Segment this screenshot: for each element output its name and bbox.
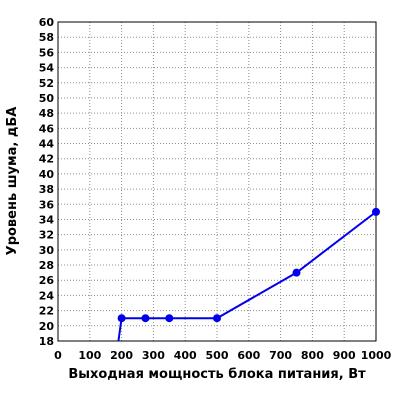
x-tick-label: 900 — [333, 349, 356, 362]
y-tick-label: 34 — [39, 213, 55, 226]
series — [117, 207, 380, 342]
y-tick-label: 58 — [39, 31, 54, 44]
x-tick-label: 600 — [237, 349, 260, 362]
y-tick-label: 36 — [39, 198, 55, 211]
x-tick-label: 0 — [54, 349, 62, 362]
data-point — [213, 314, 221, 323]
y-tick-label: 52 — [39, 77, 54, 90]
y-tick-label: 18 — [39, 335, 54, 348]
y-tick-label: 22 — [39, 305, 54, 318]
y-axis-label: Уровень шума, дБА — [5, 107, 20, 256]
data-point — [141, 314, 150, 323]
y-tick-labels: 18 20 22 24 26 28 30 32 34 36 38 40 42 44 46 48 50 52 54 56… — [39, 16, 55, 348]
y-tick-label: 28 — [39, 259, 54, 272]
y-tick-label: 54 — [39, 62, 55, 75]
y-tick-label: 42 — [39, 153, 54, 166]
x-tick-label: 500 — [206, 349, 229, 362]
grid — [58, 22, 376, 341]
series-line — [117, 211, 377, 342]
y-tick-label: 30 — [39, 244, 55, 257]
x-tick-label: 200 — [110, 349, 133, 362]
x-tick-label: 100 — [78, 349, 101, 362]
y-tick-label: 24 — [39, 289, 55, 302]
x-tick-labels: 0 100 200 300 400 500 600 700 800 900 1000 — [54, 349, 391, 362]
x-tick-label: 1000 — [361, 349, 392, 362]
y-tick-label: 48 — [39, 107, 54, 120]
y-tick-label: 50 — [39, 92, 55, 105]
y-tick-label: 44 — [39, 138, 55, 151]
y-tick-label: 26 — [39, 274, 55, 287]
y-tick-label: 38 — [39, 183, 54, 196]
x-tick-label: 300 — [142, 349, 165, 362]
data-point — [165, 314, 174, 323]
y-tick-label: 56 — [39, 46, 55, 59]
y-tick-label: 60 — [39, 16, 55, 29]
x-axis-label: Выходная мощность блока питания, Вт — [68, 367, 366, 382]
data-point — [117, 314, 126, 323]
x-tick-label: 800 — [301, 349, 324, 362]
data-point — [372, 207, 380, 216]
y-tick-label: 32 — [39, 229, 54, 242]
data-point — [292, 268, 301, 277]
y-tick-label: 20 — [39, 320, 55, 333]
y-tick-label: 46 — [39, 122, 55, 135]
x-tick-label: 400 — [174, 349, 197, 362]
plot-frame — [57, 21, 377, 342]
y-tick-label: 40 — [39, 168, 55, 181]
x-tick-label: 700 — [269, 349, 292, 362]
